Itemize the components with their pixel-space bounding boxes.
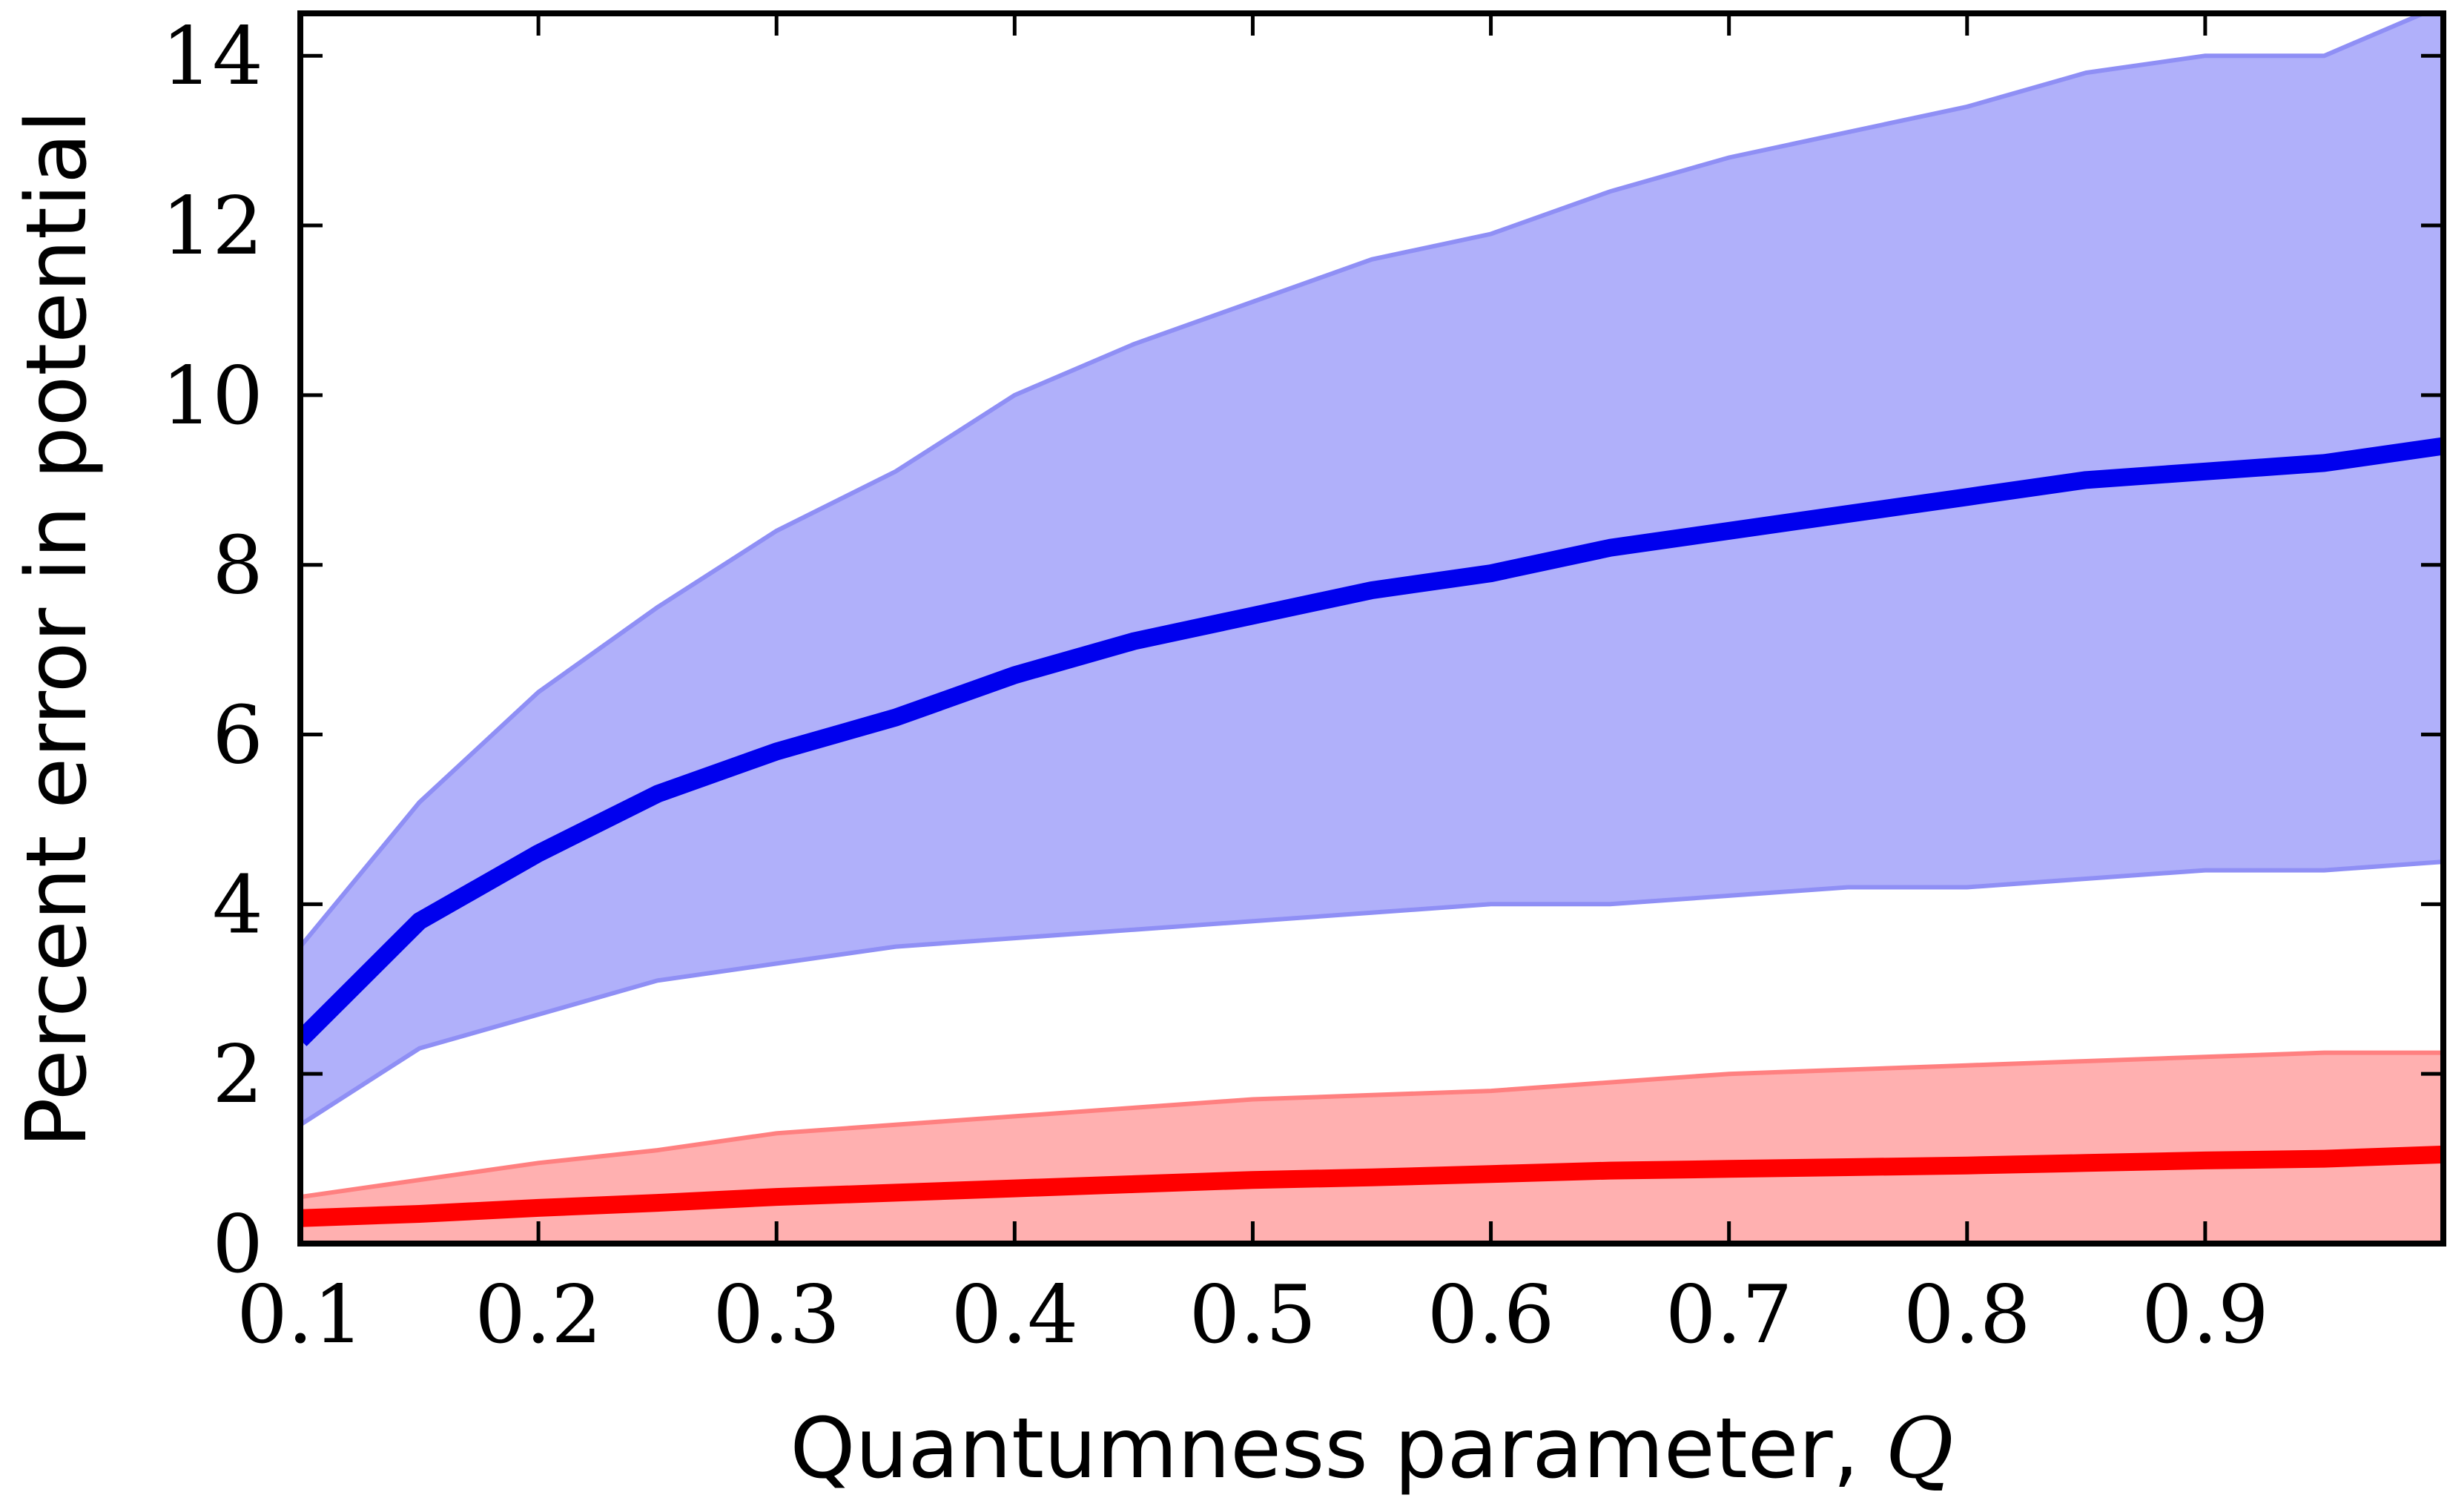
plot-frame [297, 10, 2446, 1247]
y-tick-label: 8 [212, 520, 263, 613]
y-tick-label: 4 [212, 859, 263, 951]
y-tick-label: 0 [212, 1198, 263, 1291]
series-0-upper-edge [300, 13, 2429, 948]
y-tick-label: 2 [212, 1029, 263, 1121]
series-0-band [300, 13, 2443, 1125]
x-tick-label: 0.4 [951, 1269, 1078, 1361]
series-1-upper-edge [300, 1050, 2443, 1200]
mean-lines [300, 437, 2443, 1227]
x-tick-label: 0.6 [1427, 1269, 1555, 1361]
y-tick-label: 6 [212, 690, 263, 782]
axis-ticks [298, 13, 2443, 1246]
x-tick-label: 0.1 [237, 1269, 364, 1361]
y-axis-label: Percent error in potential [9, 110, 105, 1148]
series-1-mean-line [300, 1145, 2443, 1227]
x-tick-label: 0.9 [2141, 1269, 2269, 1361]
confidence-bands [300, 13, 2443, 1244]
x-tick-label: 0.2 [475, 1269, 602, 1361]
x-tick-labels: 0.1 0.2 0.3 0.4 0.5 0.6 0.7 0.8 0.9 [237, 1269, 2269, 1361]
series-0-lower-edge [300, 859, 2443, 1127]
x-tick-label: 0.5 [1189, 1269, 1317, 1361]
x-tick-label: 0.3 [713, 1269, 840, 1361]
series-1-band [300, 1052, 2443, 1244]
x-tick-label: 0.7 [1665, 1269, 1793, 1361]
x-tick-label: 0.8 [1903, 1269, 2031, 1361]
series-0-mean-line [300, 437, 2443, 1046]
x-axis-label: Quantumness parameter, Q [790, 1401, 1953, 1497]
y-tick-label: 12 [162, 180, 263, 273]
y-tick-label: 14 [162, 10, 263, 103]
y-tick-label: 10 [162, 350, 263, 443]
y-tick-labels: 0 2 4 6 8 10 12 14 [162, 10, 263, 1291]
